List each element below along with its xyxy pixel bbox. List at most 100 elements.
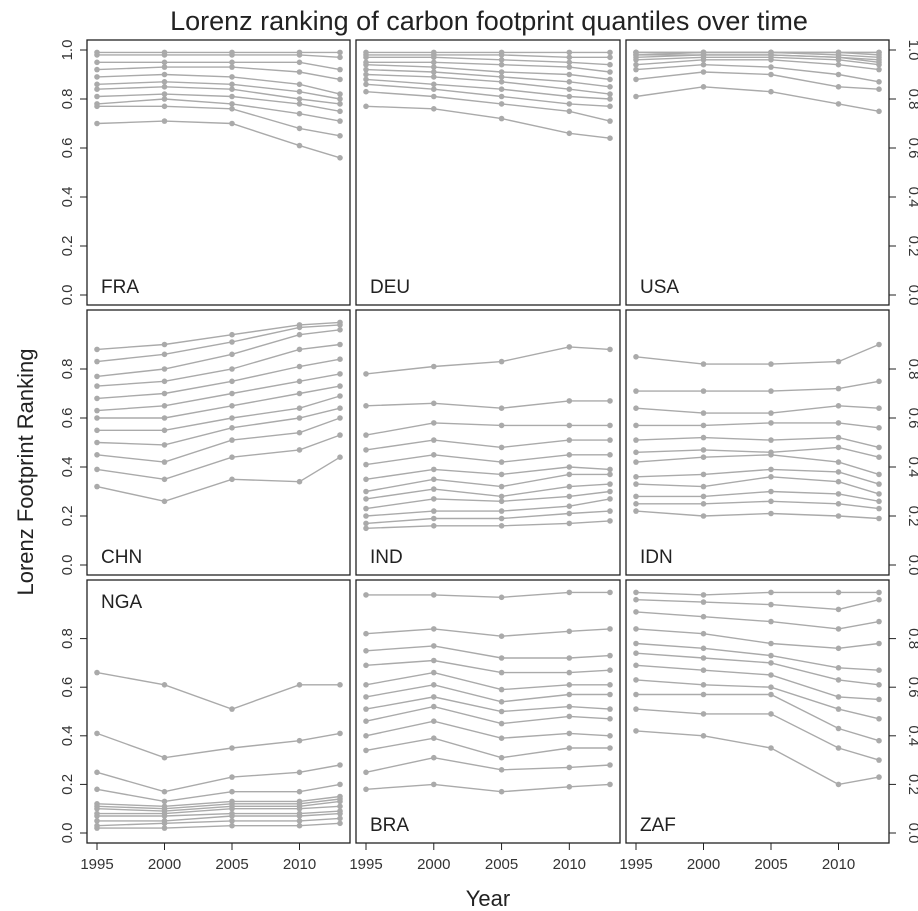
- data-point: [633, 66, 639, 73]
- data-point: [337, 730, 343, 737]
- data-point: [431, 496, 437, 502]
- data-point: [700, 711, 707, 717]
- series-line: [96, 407, 341, 446]
- data-point: [229, 378, 235, 385]
- series-line: [365, 473, 610, 493]
- panel-label: IND: [370, 547, 403, 568]
- x-tick-label: 1995: [349, 856, 382, 873]
- data-point: [94, 466, 100, 473]
- data-point: [498, 699, 505, 705]
- data-point: [876, 618, 882, 625]
- data-point: [363, 432, 369, 438]
- panel-label: ZAF: [640, 815, 676, 836]
- x-tick-label: 2010: [553, 856, 586, 873]
- data-point: [363, 648, 369, 654]
- data-point: [161, 825, 168, 831]
- series-line: [635, 63, 880, 83]
- data-point: [498, 515, 505, 522]
- series-line: [635, 510, 880, 520]
- data-point: [607, 422, 613, 429]
- data-point: [161, 415, 168, 421]
- data-point: [296, 69, 303, 75]
- data-point: [296, 788, 303, 795]
- panel-frame: [355, 309, 621, 576]
- data-point: [337, 815, 343, 822]
- data-point: [566, 493, 573, 500]
- data-point: [768, 691, 774, 698]
- panel-idn: IDN 0.0 0.2 0.4 0.6 0.8: [625, 309, 918, 576]
- data-point: [337, 383, 343, 389]
- series-line: [96, 417, 341, 463]
- data-point: [700, 682, 707, 688]
- series-line: [365, 671, 610, 691]
- series-line: [635, 59, 880, 71]
- data-point: [607, 471, 613, 478]
- y-tick-label: 0.8: [59, 628, 76, 649]
- y-tick-label: 0.2: [59, 774, 76, 795]
- data-point: [498, 61, 505, 68]
- data-point: [768, 88, 774, 95]
- data-point: [229, 706, 235, 712]
- data-point: [700, 691, 707, 698]
- data-point: [566, 130, 573, 137]
- panel-frame: [86, 579, 351, 844]
- data-point: [296, 81, 303, 88]
- data-point: [363, 505, 369, 512]
- y-tick-label: 0.6: [905, 138, 918, 159]
- series-line: [96, 120, 341, 159]
- x-tick-label: 2005: [485, 856, 518, 873]
- data-point: [296, 96, 303, 102]
- data-point: [431, 59, 437, 66]
- data-point: [607, 398, 613, 404]
- data-point: [700, 513, 707, 519]
- data-point: [337, 781, 343, 788]
- data-point: [498, 686, 505, 693]
- data-point: [566, 344, 573, 350]
- data-point: [700, 69, 707, 75]
- data-point: [94, 81, 100, 88]
- data-point: [94, 825, 100, 831]
- series-line: [365, 68, 611, 88]
- data-point: [566, 764, 573, 771]
- data-point: [700, 613, 707, 620]
- series-line: [365, 520, 611, 529]
- data-point: [94, 669, 100, 676]
- data-point: [607, 69, 613, 75]
- data-point: [566, 510, 573, 517]
- panel-ind: IND: [355, 309, 621, 576]
- data-point: [607, 626, 613, 632]
- data-point: [431, 592, 437, 598]
- data-point: [633, 508, 639, 514]
- data-point: [700, 645, 707, 652]
- data-point: [229, 106, 235, 112]
- data-point: [835, 589, 842, 596]
- data-point: [768, 589, 774, 596]
- data-point: [633, 662, 639, 669]
- series-line: [636, 422, 880, 429]
- data-point: [94, 407, 100, 414]
- data-point: [607, 733, 613, 739]
- data-point: [835, 706, 842, 712]
- data-point: [607, 437, 613, 443]
- data-point: [229, 745, 235, 751]
- data-point: [296, 110, 303, 117]
- data-point: [768, 57, 774, 63]
- y-tick-label: 0.4: [59, 725, 76, 746]
- data-point: [566, 93, 573, 100]
- data-point: [161, 442, 168, 448]
- data-point: [633, 93, 639, 100]
- y-tick-label: 0.8: [59, 359, 76, 380]
- data-point: [633, 650, 639, 656]
- data-point: [337, 76, 343, 83]
- series-line: [97, 105, 341, 137]
- data-point: [363, 61, 369, 68]
- data-point: [337, 454, 343, 461]
- y-tick-label: 1.0: [905, 40, 918, 61]
- data-point: [94, 52, 100, 58]
- data-point: [498, 69, 505, 75]
- data-point: [363, 447, 369, 453]
- data-point: [633, 728, 639, 734]
- data-point: [876, 667, 882, 673]
- data-point: [876, 454, 882, 461]
- data-point: [700, 84, 707, 90]
